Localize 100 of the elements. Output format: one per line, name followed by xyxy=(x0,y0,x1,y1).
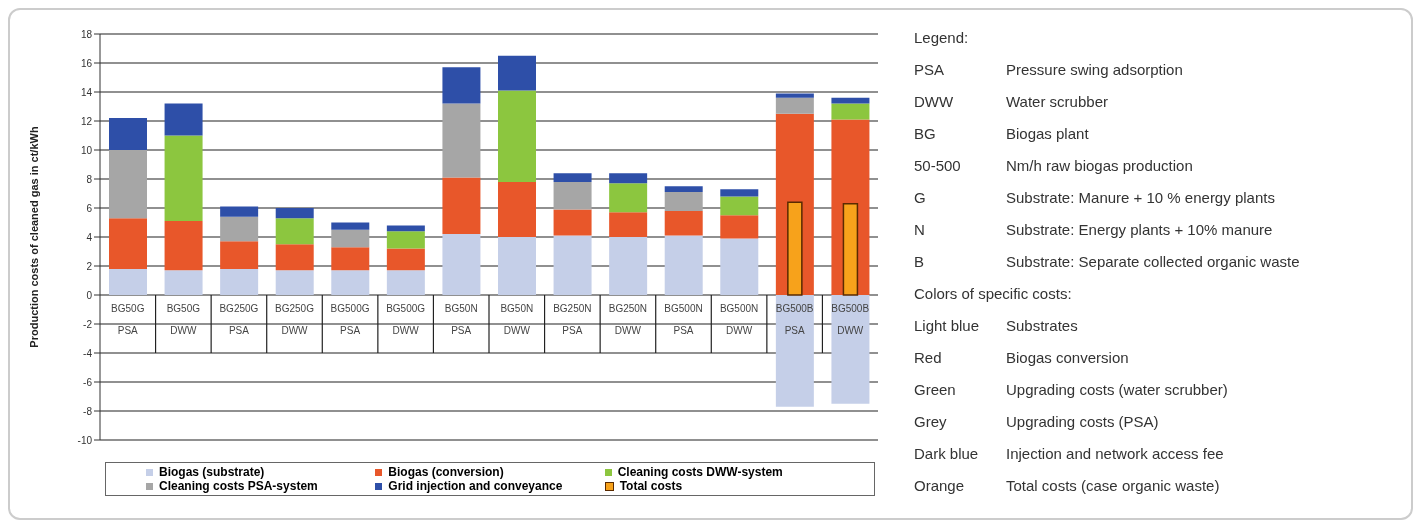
bar xyxy=(609,237,648,295)
y-tick-label: 4 xyxy=(86,231,93,243)
x-tick-label: BG50G PSA xyxy=(111,303,145,336)
bar xyxy=(553,173,592,182)
legend-label: Total costs xyxy=(619,479,683,493)
bar xyxy=(164,270,203,295)
text: Light blue Substrates xyxy=(914,317,1078,334)
bar xyxy=(609,173,648,184)
x-tick-label: BG50N PSA xyxy=(444,303,478,336)
bar xyxy=(831,103,870,120)
bar xyxy=(109,268,147,295)
bar xyxy=(498,181,536,237)
bar xyxy=(275,218,314,245)
x-tick-label: BG250G PSA xyxy=(219,303,259,336)
bar xyxy=(386,225,425,232)
x-tick-label: BG500N PSA xyxy=(664,303,703,336)
y-tick-label: -2 xyxy=(83,318,93,330)
bar xyxy=(109,118,147,150)
text: Orange Total costs (case organic waste) xyxy=(914,477,1220,494)
bar xyxy=(553,181,592,210)
bar xyxy=(331,229,370,248)
bar xyxy=(386,270,425,295)
bar xyxy=(664,210,703,236)
bar xyxy=(331,247,370,271)
x-tick-label: BG250G DWW xyxy=(275,303,315,336)
y-tick-label: 18 xyxy=(80,28,93,40)
bar xyxy=(220,216,259,242)
bar xyxy=(609,183,648,213)
bar xyxy=(553,209,592,236)
bar xyxy=(331,270,370,295)
text: B Substrate: Separate collected organic waste xyxy=(914,253,1300,270)
bar xyxy=(386,248,425,271)
bar xyxy=(109,218,147,269)
bar xyxy=(720,238,759,295)
legend-label: Biogas (substrate) xyxy=(159,465,265,479)
bar xyxy=(775,93,814,98)
text: 50-500 Nm/h raw biogas production xyxy=(914,157,1193,174)
text: Green Upgrading costs (water scrubber) xyxy=(914,381,1228,398)
bar xyxy=(109,150,147,219)
text: Legend: xyxy=(914,28,969,48)
text: Grey Upgrading costs (PSA) xyxy=(914,413,1159,430)
x-tick-label: BG50N DWW xyxy=(500,303,534,336)
bar xyxy=(164,103,203,136)
bar xyxy=(442,103,481,178)
bar xyxy=(442,234,481,295)
bar xyxy=(831,295,870,404)
bar xyxy=(498,90,536,182)
bar xyxy=(442,177,481,235)
text: Colors of specific costs: xyxy=(914,284,1072,304)
bar xyxy=(275,208,314,219)
y-tick-label: 10 xyxy=(80,144,93,156)
bar xyxy=(164,221,203,271)
bar xyxy=(498,237,536,295)
text: PSA Pressure swing adsorption xyxy=(914,61,1183,78)
y-tick-label: -10 xyxy=(77,434,93,446)
bar xyxy=(609,212,648,237)
text: Dark blue Injection and network access fee xyxy=(914,445,1224,462)
bar xyxy=(331,222,370,230)
y-tick-label: -6 xyxy=(83,376,93,388)
text: Red Biogas conversion xyxy=(914,349,1129,366)
bar xyxy=(275,244,314,271)
x-tick-label: BG500G DWW xyxy=(386,303,426,336)
x-tick-label: BG250N DWW xyxy=(608,303,648,336)
x-tick-label: BG500B PSA xyxy=(775,303,814,336)
bar xyxy=(831,97,870,104)
bar xyxy=(220,241,259,269)
bar xyxy=(442,67,481,104)
bar xyxy=(664,192,703,211)
x-tick-label: BG500N DWW xyxy=(719,303,759,336)
legend-label: Cleaning costs PSA-system xyxy=(159,479,318,493)
y-tick-label: 0 xyxy=(86,289,93,301)
x-tick-label: BG500G PSA xyxy=(330,303,370,336)
bar xyxy=(553,235,592,295)
bar xyxy=(720,215,759,239)
x-tick-label: BG50G DWW xyxy=(166,303,201,336)
y-tick-label: 14 xyxy=(80,86,93,98)
bar xyxy=(720,189,759,197)
y-tick-label: 8 xyxy=(86,173,93,185)
bar xyxy=(498,55,536,91)
bar xyxy=(164,135,203,222)
bar xyxy=(720,196,759,216)
y-tick-label: -8 xyxy=(83,405,93,417)
y-tick-label: 16 xyxy=(80,57,93,69)
y-tick-label: -4 xyxy=(83,347,93,359)
legend-label: Biogas (conversion) xyxy=(388,465,504,479)
y-tick-label: 12 xyxy=(80,115,93,127)
text: BG Biogas plant xyxy=(914,125,1089,142)
bar xyxy=(220,206,259,217)
bar xyxy=(386,231,425,249)
bar xyxy=(664,186,703,193)
legend-label: Cleaning costs DWW-system xyxy=(617,465,783,479)
y-tick-label: 6 xyxy=(86,202,93,214)
bar xyxy=(275,270,314,295)
bar xyxy=(775,295,814,407)
bar xyxy=(775,97,814,114)
x-tick-label: BG250N PSA xyxy=(553,303,592,336)
text: DWW Water scrubber xyxy=(914,93,1108,110)
text: N Substrate: Energy plants + 10% manure xyxy=(914,221,1273,238)
text: G Substrate: Manure + 10 % energy plants xyxy=(914,189,1275,206)
y-axis-title: Production costs of cleaned gas in ct/kWh xyxy=(27,126,40,348)
